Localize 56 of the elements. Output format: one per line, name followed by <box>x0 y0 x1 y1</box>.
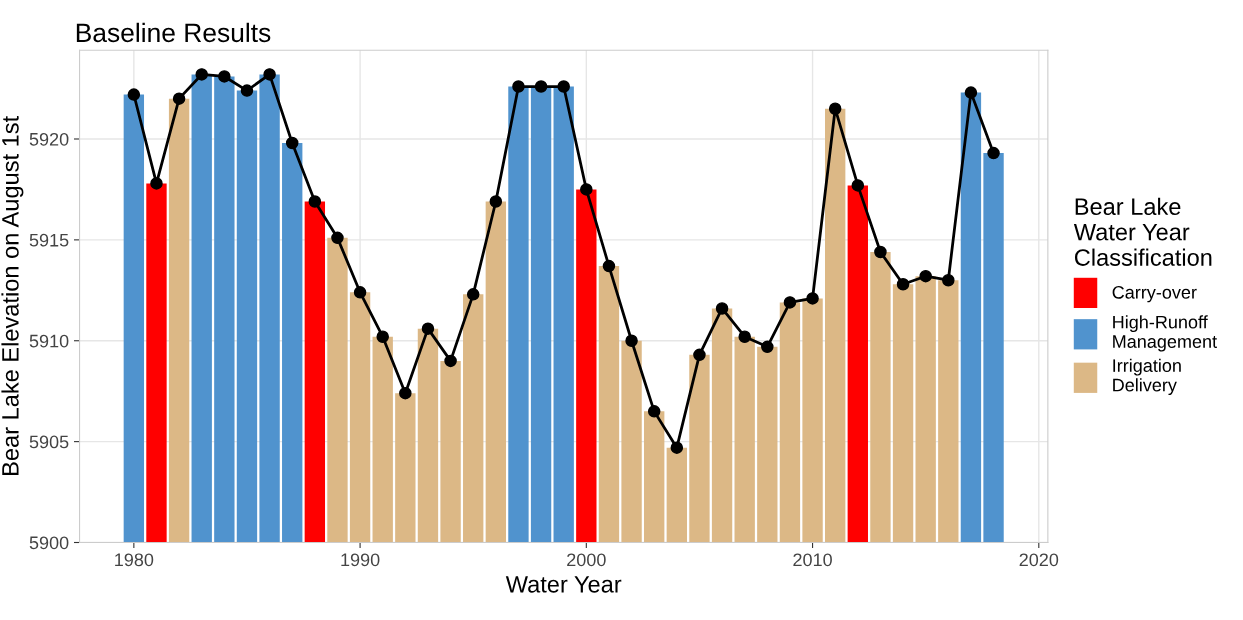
legend-label: High-Runoff Management <box>1113 315 1217 352</box>
point <box>466 288 480 301</box>
point <box>783 296 797 309</box>
point <box>602 259 616 273</box>
legend-label: Irrigation Delivery <box>1113 358 1181 396</box>
point <box>806 292 819 305</box>
point <box>444 354 457 368</box>
y-tick-label: 5910 <box>29 334 69 348</box>
point <box>308 195 322 208</box>
point <box>715 302 729 315</box>
y-tick-label: 5915 <box>29 233 69 247</box>
chart-title: Baseline Results <box>76 22 271 43</box>
point <box>761 340 774 354</box>
y-tick-label: 5920 <box>29 132 69 146</box>
point <box>172 92 186 105</box>
x-tick-label: 2000 <box>567 553 606 567</box>
point <box>421 322 435 335</box>
point <box>738 330 751 343</box>
point <box>625 334 638 347</box>
point <box>195 68 208 81</box>
point <box>693 348 706 362</box>
point <box>964 86 978 99</box>
point <box>285 136 299 150</box>
x-tick-label: 1980 <box>115 553 154 567</box>
point <box>331 231 344 245</box>
point <box>987 146 1000 160</box>
x-tick-label: 1990 <box>341 553 380 567</box>
x-axis-title: Water Year <box>505 576 622 593</box>
point <box>534 80 548 93</box>
point <box>263 68 276 81</box>
y-tick-label: 5900 <box>29 536 69 550</box>
legend-title: Bear Lake Water Year Classification <box>1073 197 1212 266</box>
point <box>399 386 412 400</box>
y-axis-title: Bear Lake Elevation on August 1st <box>1 116 24 475</box>
point <box>670 441 684 454</box>
point <box>218 70 231 83</box>
x-tick-label: 2020 <box>1019 553 1059 567</box>
point <box>828 102 842 115</box>
x-tick-label: 2010 <box>793 553 832 567</box>
point <box>647 405 661 418</box>
point <box>851 179 865 192</box>
point <box>874 245 887 259</box>
point <box>942 273 955 287</box>
legend-label: Carry-over <box>1112 285 1197 303</box>
point <box>557 80 570 93</box>
point <box>240 84 254 97</box>
point <box>127 88 141 101</box>
point <box>512 80 525 93</box>
point <box>353 286 367 299</box>
y-tick-label: 5905 <box>29 435 69 449</box>
point <box>150 177 163 190</box>
point <box>919 269 932 283</box>
point <box>896 278 910 291</box>
point <box>580 183 593 196</box>
point <box>489 195 503 208</box>
point <box>376 330 389 343</box>
